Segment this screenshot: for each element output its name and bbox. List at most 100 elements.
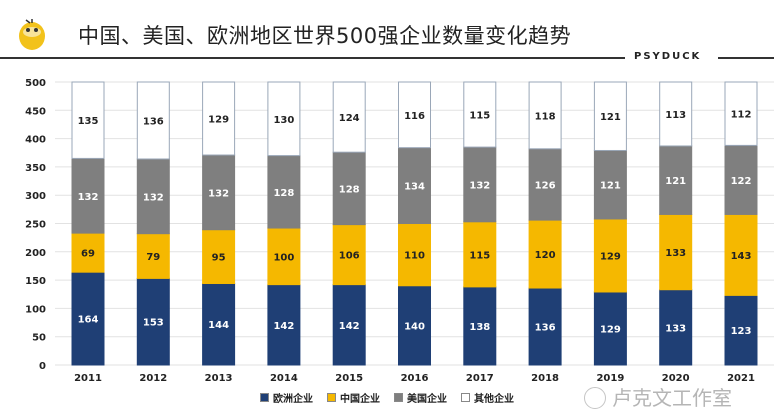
bar-segment bbox=[71, 81, 105, 159]
bar-segment bbox=[267, 227, 301, 286]
bar-segment bbox=[659, 145, 693, 215]
bar-segment bbox=[71, 232, 105, 273]
data-label: 133 bbox=[665, 248, 686, 259]
bar-segment bbox=[136, 81, 170, 160]
brand-label: PSYDUCK bbox=[634, 51, 702, 62]
x-tick-label: 2018 bbox=[531, 373, 559, 384]
x-tick-label: 2017 bbox=[466, 373, 494, 384]
data-label: 122 bbox=[731, 176, 752, 187]
data-label: 136 bbox=[143, 116, 164, 127]
data-label: 116 bbox=[404, 111, 425, 122]
bar-segment bbox=[463, 81, 497, 148]
stacked-bar-chart: 0 50 100 150 200 250 300 350 400 450 500 164 69 132 13… bbox=[25, 78, 774, 384]
data-label: 113 bbox=[665, 110, 686, 121]
bar-segment bbox=[136, 158, 170, 235]
data-label: 106 bbox=[339, 251, 360, 262]
y-tick-label: 250 bbox=[25, 220, 46, 231]
bar-segment bbox=[267, 284, 301, 366]
data-label: 143 bbox=[731, 251, 752, 262]
legend-item: 其他企业 bbox=[461, 390, 514, 405]
x-tick-label: 2015 bbox=[335, 373, 363, 384]
psyduck-logo-icon bbox=[19, 19, 45, 50]
bar-segment bbox=[528, 219, 562, 289]
data-label: 142 bbox=[273, 321, 294, 332]
divider bbox=[0, 57, 625, 59]
bar-segment bbox=[267, 81, 301, 157]
y-tick-label: 100 bbox=[25, 304, 46, 315]
bar-segment bbox=[136, 233, 170, 279]
bar-segment bbox=[202, 282, 236, 366]
watermark: 卢克文工作室 bbox=[612, 386, 732, 410]
data-label: 124 bbox=[339, 113, 360, 124]
data-label: 128 bbox=[273, 188, 294, 199]
data-label: 123 bbox=[731, 326, 752, 337]
data-label: 134 bbox=[404, 182, 425, 193]
bar-segment bbox=[724, 144, 758, 215]
bar-segment bbox=[528, 81, 562, 150]
bar-segment bbox=[398, 81, 431, 149]
y-tick-label: 500 bbox=[25, 78, 46, 89]
legend: 欧洲企业 中国企业 美国企业 其他企业 bbox=[0, 390, 774, 405]
data-label: 136 bbox=[535, 323, 556, 334]
data-label: 118 bbox=[535, 111, 556, 122]
data-label: 130 bbox=[273, 115, 294, 126]
bar-segment bbox=[71, 271, 105, 366]
data-label: 133 bbox=[665, 323, 686, 334]
legend-swatch bbox=[461, 393, 470, 402]
data-label: 140 bbox=[404, 321, 425, 332]
x-tick-label: 2021 bbox=[727, 373, 755, 384]
data-label: 132 bbox=[143, 192, 164, 203]
bar-segment bbox=[724, 81, 758, 146]
y-tick-label: 450 bbox=[25, 106, 46, 117]
wechat-watermark-icon bbox=[584, 387, 606, 409]
y-tick-label: 0 bbox=[39, 361, 46, 372]
bar-segment bbox=[71, 157, 105, 234]
bar-segment bbox=[463, 146, 497, 223]
y-tick-label: 200 bbox=[25, 248, 46, 259]
legend-swatch bbox=[260, 393, 269, 402]
bar-segment bbox=[398, 285, 431, 366]
data-label: 115 bbox=[469, 250, 490, 261]
y-tick-label: 400 bbox=[25, 135, 46, 146]
bar-segment bbox=[398, 223, 431, 287]
data-label: 120 bbox=[535, 250, 556, 261]
data-label: 164 bbox=[78, 315, 99, 326]
bar-segment bbox=[202, 229, 236, 284]
bar-segment bbox=[202, 81, 236, 156]
data-label: 144 bbox=[208, 320, 229, 331]
data-label: 142 bbox=[339, 321, 360, 332]
data-label: 95 bbox=[212, 253, 226, 264]
y-tick-label: 150 bbox=[25, 276, 46, 287]
bar-segment bbox=[332, 151, 366, 226]
data-label: 138 bbox=[469, 322, 490, 333]
legend-swatch bbox=[327, 393, 336, 402]
bar-segment bbox=[332, 81, 366, 153]
data-label: 129 bbox=[600, 324, 621, 335]
bar-segment bbox=[659, 289, 693, 366]
bar-segment bbox=[463, 221, 497, 288]
legend-item: 欧洲企业 bbox=[260, 390, 313, 405]
legend-label: 美国企业 bbox=[407, 394, 447, 405]
bar-segment bbox=[593, 149, 627, 220]
data-label: 112 bbox=[731, 110, 752, 121]
legend-item: 美国企业 bbox=[394, 390, 447, 405]
bar-segment bbox=[593, 81, 627, 151]
data-label: 69 bbox=[81, 249, 95, 260]
bar-segment bbox=[659, 81, 693, 147]
x-tick-label: 2011 bbox=[74, 373, 102, 384]
data-label: 132 bbox=[78, 192, 99, 203]
divider bbox=[718, 57, 774, 59]
bar-segment bbox=[593, 291, 627, 366]
data-label: 153 bbox=[143, 318, 164, 329]
x-tick-label: 2012 bbox=[139, 373, 167, 384]
page-title: 中国、美国、欧洲地区世界500强企业数量变化趋势 bbox=[78, 24, 572, 48]
y-tick-label: 350 bbox=[25, 163, 46, 174]
data-label: 115 bbox=[469, 111, 490, 122]
legend-item: 中国企业 bbox=[327, 390, 380, 405]
data-label: 121 bbox=[665, 176, 686, 187]
legend-swatch bbox=[394, 393, 403, 402]
bar-segment bbox=[332, 284, 366, 366]
legend-label: 欧洲企业 bbox=[273, 394, 313, 405]
x-tick-label: 2013 bbox=[205, 373, 233, 384]
